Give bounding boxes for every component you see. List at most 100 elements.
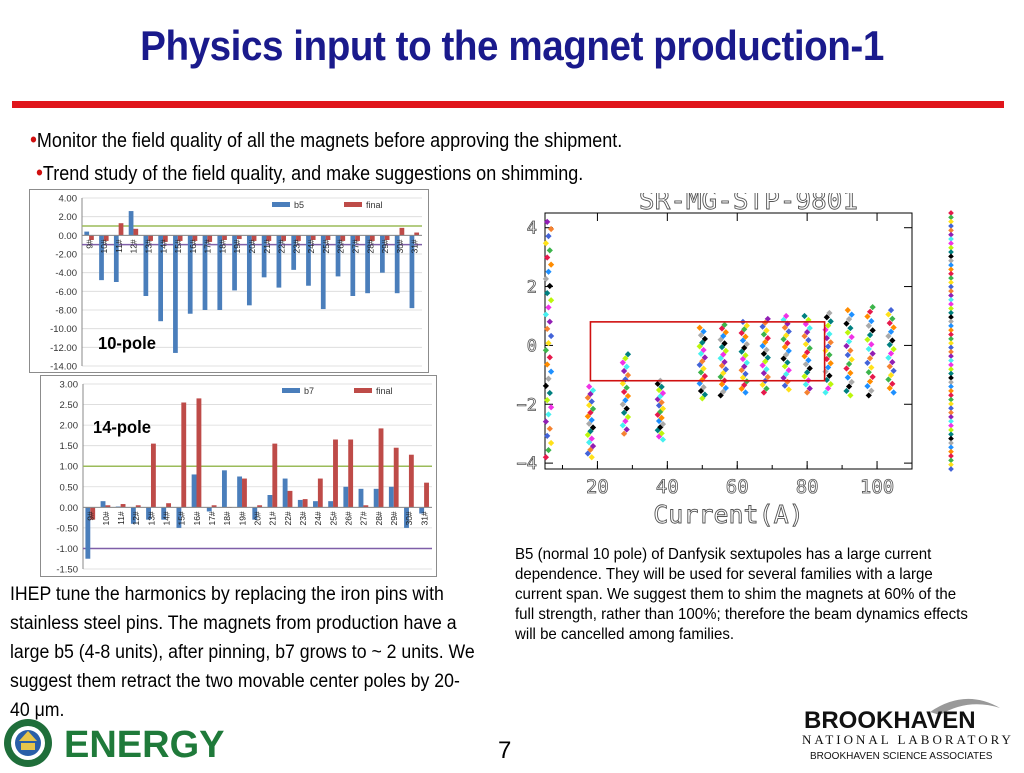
data-point [696, 324, 703, 331]
bar-b5 [306, 235, 311, 286]
bar-final [251, 235, 257, 241]
bar-b5 [202, 235, 208, 310]
data-point [547, 332, 555, 340]
legend-marker [948, 301, 954, 307]
legend-marker [948, 266, 954, 273]
data-point [890, 367, 897, 374]
x-tick-label: 9# [86, 511, 96, 521]
doe-seal-icon: ENERGY [4, 719, 224, 767]
bullet-dot-icon: • [36, 160, 43, 185]
data-point [743, 359, 750, 366]
bar-final [166, 503, 172, 508]
data-point [542, 311, 550, 318]
legend-marker [948, 236, 954, 242]
y-tick-label: 0 [527, 336, 537, 356]
bar-final [272, 443, 278, 508]
bar-final [369, 235, 375, 241]
legend-marker [948, 431, 954, 438]
bar-b5 [143, 235, 149, 296]
bar-final [296, 235, 301, 241]
x-tick-label: 27# [359, 511, 369, 525]
plot-title: SR-MG-STP-9801 [639, 193, 858, 216]
legend-marker [948, 344, 954, 351]
b7-bar-chart-svg: 3.00 2.50 2.00 1.50 1.00 0.50 0.00 -0.50 -1.00 -1… [56, 380, 432, 576]
bar-final [424, 482, 429, 508]
bar-b7 [100, 501, 106, 508]
brookhaven-logo: BROOKHAVEN NATIONAL LABORATORY BROOKHAVE… [800, 690, 1015, 765]
x-tick-label: 20# [247, 239, 257, 253]
legend-marker [948, 257, 954, 264]
y-tick-label: -2.00 [55, 250, 77, 261]
legend-marker [948, 270, 954, 277]
data-point [546, 389, 553, 397]
bnl-assoc-text: BROOKHAVEN SCIENCE ASSOCIATES [810, 751, 993, 762]
legend-marker [948, 448, 954, 455]
x-tick-label: 29# [380, 239, 390, 253]
bar-final [236, 235, 242, 240]
legend-marker [948, 327, 954, 333]
legend-marker [948, 244, 954, 251]
legend-marker [948, 453, 954, 459]
legend-marker [948, 340, 954, 346]
bar-b5 [350, 235, 356, 296]
bar-b5 [394, 235, 400, 294]
bullet-item-2: •Trend study of the field quality, and m… [36, 160, 584, 185]
bar-final [103, 235, 109, 241]
bar-final [150, 443, 156, 508]
data-point [588, 454, 595, 461]
y-tick-label: -0.50 [56, 523, 78, 534]
x-tick-label: 17# [203, 239, 213, 253]
bar-b5 [84, 231, 90, 236]
legend-marker [948, 336, 954, 342]
data-point [547, 368, 555, 375]
b5-current-scatter-plot: SR-MG-STP-9801Current(A)b5420−2−42040608… [464, 186, 980, 533]
data-point [546, 354, 553, 361]
legend-marker [948, 218, 954, 225]
bar-final [399, 227, 405, 236]
data-point [545, 375, 552, 382]
legend-swatch [354, 388, 372, 393]
data-point [542, 275, 550, 283]
bar-b5 [291, 235, 297, 270]
legend-marker [948, 279, 954, 286]
legend-marker [948, 401, 954, 407]
y-tick-label: -1.50 [56, 565, 78, 576]
x-tick-label: 21# [268, 511, 278, 525]
data-point [717, 392, 724, 399]
data-point [889, 337, 896, 344]
bar-b7 [297, 499, 303, 508]
bar-final [325, 235, 331, 240]
bar-final [266, 235, 272, 241]
bar-final [242, 478, 247, 508]
legend-marker [948, 314, 954, 320]
legend-marker [948, 309, 954, 316]
doe-energy-logo: ENERGY [2, 718, 254, 768]
bar-final [181, 402, 187, 508]
chart-annotation: 14-pole [93, 416, 151, 437]
data-point [717, 336, 724, 343]
bar-final [414, 232, 420, 236]
data-point [542, 240, 550, 247]
legend-marker [948, 440, 954, 446]
bar-final [89, 235, 94, 240]
x-tick-label: 23# [298, 511, 308, 525]
x-tick-label: 40 [656, 476, 679, 498]
y-tick-label: 0.00 [59, 231, 78, 242]
x-tick-label: 12# [129, 239, 139, 253]
y-tick-label: 1.00 [60, 462, 79, 473]
x-tick-label: 9# [84, 239, 94, 249]
bar-b7 [328, 501, 334, 508]
bar-final [317, 478, 323, 508]
bar-final [310, 235, 316, 240]
data-point [542, 347, 550, 354]
data-point [717, 355, 724, 362]
x-tick-label: 22# [283, 511, 293, 525]
y-tick-label: -10.00 [50, 324, 77, 335]
y-tick-label: 4 [527, 219, 537, 239]
bar-final [196, 398, 202, 508]
legend-marker [948, 322, 954, 329]
legend-marker [948, 418, 954, 425]
bar-b7 [161, 507, 167, 520]
data-point [547, 225, 555, 233]
bar-b5 [409, 235, 415, 309]
